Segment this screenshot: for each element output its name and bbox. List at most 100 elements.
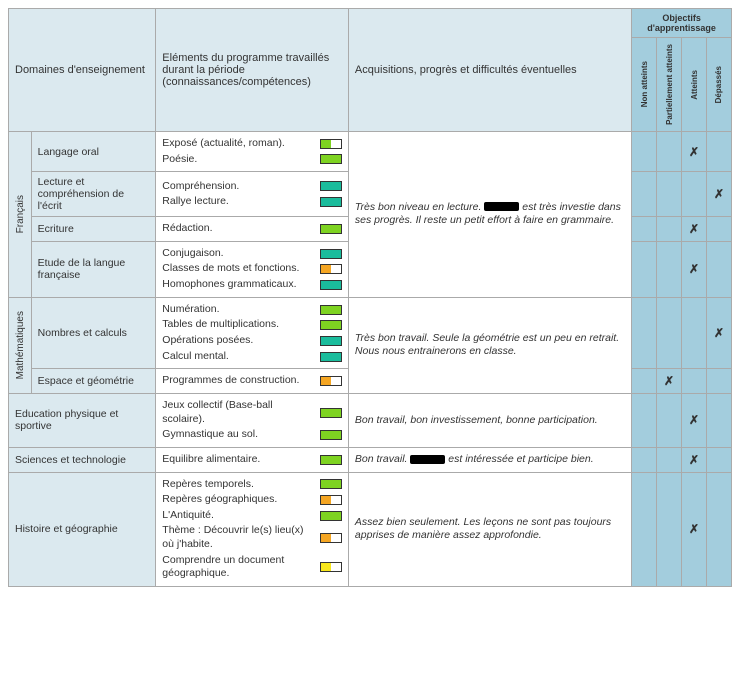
objective-cell	[706, 131, 731, 171]
objective-cell	[632, 447, 657, 472]
element-label: Tables de multiplications.	[162, 318, 279, 332]
element-label: Poésie.	[162, 153, 197, 167]
header-obj-0: Non atteints	[632, 38, 657, 132]
objective-cell	[657, 447, 682, 472]
element-label: Repères géographiques.	[162, 493, 277, 507]
objective-cell	[632, 172, 657, 217]
elements-cell: Equilibre alimentaire.	[156, 447, 349, 472]
progress-bar	[320, 249, 342, 259]
elements-cell: Conjugaison. Classes de mots et fonction…	[156, 241, 349, 297]
subdomain: Etude de la langue française	[31, 241, 156, 297]
objective-cell: ✗	[706, 297, 731, 369]
progress-bar	[320, 430, 342, 440]
objective-cell	[657, 241, 682, 297]
subdomain: Espace et géométrie	[31, 369, 156, 394]
acquisition-cell: Très bon travail. Seule la géométrie est…	[348, 297, 631, 393]
subdomain: Ecriture	[31, 217, 156, 242]
element-label: Classes de mots et fonctions.	[162, 262, 299, 276]
domain-merged: Sciences et technologie	[9, 447, 156, 472]
objective-cell	[657, 297, 682, 369]
progress-bar	[320, 280, 342, 290]
progress-bar	[320, 533, 342, 543]
assessment-table: Domaines d'enseignement Eléments du prog…	[8, 8, 732, 587]
element-label: Numération.	[162, 303, 219, 317]
element-label: L'Antiquité.	[162, 509, 214, 523]
element-label: Comprendre un document géographique.	[162, 554, 314, 581]
element-line: Repères géographiques.	[162, 492, 342, 508]
objective-cell: ✗	[706, 172, 731, 217]
progress-bar	[320, 181, 342, 191]
element-label: Thème : Découvrir le(s) lieu(x) où j'hab…	[162, 524, 314, 551]
element-line: L'Antiquité.	[162, 508, 342, 524]
element-line: Homophones grammaticaux.	[162, 277, 342, 293]
acquisition-cell: Bon travail, bon investissement, bonne p…	[348, 393, 631, 447]
objective-cell	[657, 472, 682, 586]
progress-bar	[320, 455, 342, 465]
element-label: Repères temporels.	[162, 478, 254, 492]
element-label: Programmes de construction.	[162, 374, 299, 388]
element-line: Thème : Découvrir le(s) lieu(x) où j'hab…	[162, 523, 342, 552]
progress-bar	[320, 305, 342, 315]
progress-bar	[320, 376, 342, 386]
element-line: Tables de multiplications.	[162, 317, 342, 333]
progress-bar	[320, 562, 342, 572]
progress-bar	[320, 352, 342, 362]
element-line: Opérations posées.	[162, 333, 342, 349]
element-label: Jeux collectif (Base-ball scolaire).	[162, 399, 314, 426]
objective-cell	[632, 131, 657, 171]
element-line: Rédaction.	[162, 221, 342, 237]
elements-cell: Jeux collectif (Base-ball scolaire). Gym…	[156, 393, 349, 447]
objective-cell	[682, 297, 707, 369]
objective-cell: ✗	[682, 393, 707, 447]
objective-cell	[706, 241, 731, 297]
objective-cell	[632, 297, 657, 369]
elements-cell: Programmes de construction.	[156, 369, 349, 394]
element-line: Conjugaison.	[162, 246, 342, 262]
element-label: Gymnastique au sol.	[162, 428, 258, 442]
progress-bar	[320, 264, 342, 274]
objective-cell: ✗	[682, 131, 707, 171]
element-line: Programmes de construction.	[162, 373, 342, 389]
header-objectifs: Objectifs d'apprentissage	[632, 9, 732, 38]
element-line: Classes de mots et fonctions.	[162, 261, 342, 277]
elements-cell: Repères temporels. Repères géographiques…	[156, 472, 349, 586]
element-label: Compréhension.	[162, 180, 239, 194]
progress-bar	[320, 224, 342, 234]
progress-bar	[320, 479, 342, 489]
progress-bar	[320, 408, 342, 418]
domain-merged: Education physique et sportive	[9, 393, 156, 447]
element-label: Rallye lecture.	[162, 195, 229, 209]
objective-cell	[706, 447, 731, 472]
header-obj-2: Atteints	[682, 38, 707, 132]
domain-merged: Histoire et géographie	[9, 472, 156, 586]
objective-cell	[632, 393, 657, 447]
elements-cell: Compréhension. Rallye lecture.	[156, 172, 349, 217]
objective-cell	[632, 217, 657, 242]
objective-cell: ✗	[682, 472, 707, 586]
element-label: Conjugaison.	[162, 247, 223, 261]
progress-bar	[320, 197, 342, 207]
objective-cell	[632, 241, 657, 297]
element-line: Calcul mental.	[162, 349, 342, 365]
objective-cell	[657, 393, 682, 447]
element-label: Exposé (actualité, roman).	[162, 137, 285, 151]
domain-group: Français	[9, 131, 32, 297]
acquisition-cell: Assez bien seulement. Les leçons ne sont…	[348, 472, 631, 586]
element-line: Jeux collectif (Base-ball scolaire).	[162, 398, 342, 427]
element-line: Compréhension.	[162, 179, 342, 195]
objective-cell	[706, 472, 731, 586]
objective-cell	[706, 393, 731, 447]
subdomain: Lecture et compréhension de l'écrit	[31, 172, 156, 217]
element-line: Comprendre un document géographique.	[162, 553, 342, 582]
element-line: Equilibre alimentaire.	[162, 452, 342, 468]
element-label: Opérations posées.	[162, 334, 253, 348]
header-acquisitions: Acquisitions, progrès et difficultés éve…	[348, 9, 631, 132]
element-line: Rallye lecture.	[162, 194, 342, 210]
subdomain: Langage oral	[31, 131, 156, 171]
progress-bar	[320, 336, 342, 346]
objective-cell	[632, 369, 657, 394]
element-line: Repères temporels.	[162, 477, 342, 493]
objective-cell: ✗	[682, 447, 707, 472]
header-domaines: Domaines d'enseignement	[9, 9, 156, 132]
progress-bar	[320, 320, 342, 330]
